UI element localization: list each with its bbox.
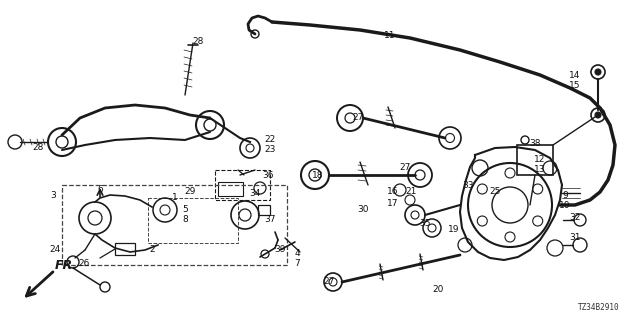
Text: 1: 1	[172, 194, 178, 203]
Bar	[258, 205, 270, 215]
Text: 3: 3	[50, 191, 56, 201]
Text: 24: 24	[49, 244, 61, 253]
Bar	[115, 243, 135, 255]
Text: 36: 36	[262, 171, 274, 180]
Text: 27: 27	[399, 164, 411, 172]
Text: 23: 23	[264, 146, 276, 155]
Text: 15: 15	[569, 81, 580, 90]
Text: 28: 28	[32, 143, 44, 153]
Bar	[517, 145, 553, 175]
Text: 19: 19	[448, 226, 460, 235]
Text: 7: 7	[294, 259, 300, 268]
Text: 4: 4	[294, 249, 300, 258]
Text: 35: 35	[419, 219, 431, 228]
Text: 33: 33	[462, 180, 474, 189]
Circle shape	[595, 69, 601, 75]
Text: 8: 8	[182, 215, 188, 225]
Text: 27: 27	[323, 277, 335, 286]
Text: 22: 22	[264, 135, 276, 145]
Text: 20: 20	[432, 285, 444, 294]
Text: 11: 11	[384, 30, 396, 39]
Text: 18: 18	[312, 171, 324, 180]
Text: 29: 29	[184, 188, 196, 196]
Text: 38: 38	[529, 139, 541, 148]
Text: 28: 28	[192, 37, 204, 46]
Text: 10: 10	[559, 202, 571, 211]
Text: 2: 2	[149, 244, 155, 253]
Text: FR.: FR.	[55, 259, 78, 272]
Text: 32: 32	[570, 213, 580, 222]
Text: 16: 16	[387, 188, 399, 196]
Text: 25: 25	[490, 188, 500, 196]
Text: 13: 13	[534, 165, 546, 174]
Text: 34: 34	[250, 188, 260, 197]
Text: 21: 21	[405, 188, 417, 196]
Text: 9: 9	[562, 190, 568, 199]
Text: 39: 39	[275, 245, 285, 254]
Circle shape	[595, 112, 601, 118]
Text: 30: 30	[357, 205, 369, 214]
Text: 12: 12	[534, 156, 546, 164]
Text: 27: 27	[352, 114, 364, 123]
Text: 5: 5	[182, 205, 188, 214]
Text: 31: 31	[569, 234, 580, 243]
Bar	[218, 182, 243, 196]
Bar	[148, 198, 238, 243]
Text: 14: 14	[570, 70, 580, 79]
Text: 17: 17	[387, 198, 399, 207]
Text: 6: 6	[97, 186, 103, 195]
Text: TZ34B2910: TZ34B2910	[579, 303, 620, 312]
Bar	[215, 170, 270, 200]
Text: 37: 37	[264, 215, 276, 225]
Bar	[62, 185, 287, 265]
Text: 26: 26	[78, 260, 90, 268]
